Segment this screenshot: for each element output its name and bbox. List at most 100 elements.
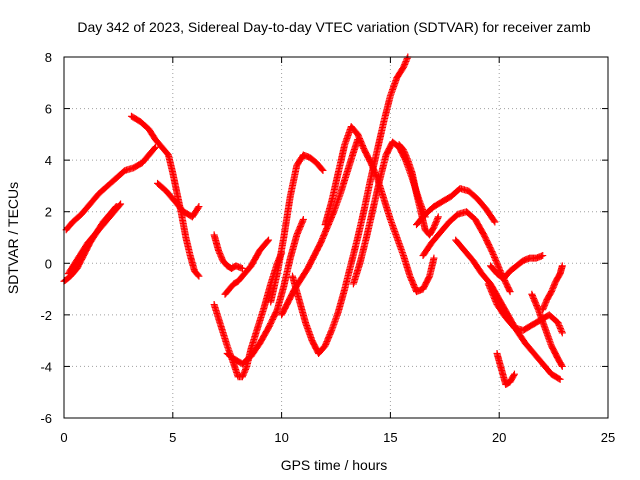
y-tick-label: -2 xyxy=(40,308,52,323)
data-point xyxy=(432,217,440,225)
data-point xyxy=(486,284,494,292)
data-point xyxy=(431,220,439,228)
x-axis-label: GPS time / hours xyxy=(281,457,388,473)
chart-title: Day 342 of 2023, Sidereal Day-to-day VTE… xyxy=(77,19,590,35)
x-tick-label: 15 xyxy=(383,430,397,445)
data-point xyxy=(558,362,566,370)
data-point xyxy=(299,215,307,223)
x-tick-label: 5 xyxy=(169,430,176,445)
data-point xyxy=(400,147,408,155)
series-s15 xyxy=(395,141,442,239)
data-point xyxy=(557,326,565,334)
data-point xyxy=(490,217,498,225)
series-s8 xyxy=(221,236,273,298)
series-s4 xyxy=(127,112,203,280)
series-s2 xyxy=(64,200,125,278)
data-point xyxy=(434,213,442,221)
data-point xyxy=(495,264,503,272)
x-tick-label: 20 xyxy=(492,430,506,445)
series-s23 xyxy=(539,262,566,314)
data-point xyxy=(494,262,502,270)
series-s10 xyxy=(267,151,327,306)
series-s20 xyxy=(486,252,547,283)
data-point xyxy=(551,280,559,288)
data-point xyxy=(401,150,409,158)
data-point xyxy=(548,286,556,294)
data-point xyxy=(402,57,410,65)
data-point xyxy=(150,144,158,152)
data-point xyxy=(238,264,246,272)
data-point xyxy=(550,282,558,290)
series-s3 xyxy=(62,143,159,234)
data-point xyxy=(319,166,327,174)
data-point xyxy=(217,252,225,260)
data-point xyxy=(490,293,498,301)
data-point xyxy=(510,370,518,378)
data-point xyxy=(556,323,564,331)
series-s5 xyxy=(154,179,203,221)
data-point xyxy=(238,373,246,381)
data-point xyxy=(489,290,497,298)
y-axis-label: SDTVAR / TECUs xyxy=(5,182,21,294)
data-point xyxy=(539,304,547,312)
data-point xyxy=(506,288,514,296)
data-point xyxy=(433,216,441,224)
y-tick-label: 2 xyxy=(45,205,52,220)
data-point xyxy=(491,255,499,263)
data-point xyxy=(492,298,500,306)
data-point xyxy=(491,253,499,261)
data-point xyxy=(505,286,513,294)
data-point xyxy=(430,223,438,231)
data-point xyxy=(554,319,562,327)
data-point xyxy=(402,152,410,160)
data-point xyxy=(558,327,566,335)
series-s21 xyxy=(493,350,518,388)
data-point xyxy=(539,306,547,314)
data-point xyxy=(484,280,492,288)
data-point xyxy=(491,296,499,304)
data-point xyxy=(240,368,248,376)
data-point xyxy=(555,375,563,383)
y-tick-label: 4 xyxy=(45,153,52,168)
data-point xyxy=(151,143,159,151)
data-point xyxy=(214,246,222,254)
data-point xyxy=(240,370,248,378)
data-point xyxy=(264,237,272,245)
x-tick-label: 0 xyxy=(60,430,67,445)
data-point xyxy=(431,222,439,230)
data-point xyxy=(399,63,407,71)
data-point xyxy=(489,249,497,257)
data-point xyxy=(496,265,504,273)
x-tick-label: 25 xyxy=(601,430,615,445)
data-point xyxy=(492,256,500,264)
data-point xyxy=(265,236,273,244)
data-point xyxy=(541,301,549,309)
data-point xyxy=(540,303,548,311)
data-point xyxy=(489,292,497,300)
data-point xyxy=(430,254,438,262)
data-point xyxy=(195,203,203,211)
data-point xyxy=(403,56,411,64)
data-point xyxy=(403,54,411,62)
data-point xyxy=(491,295,499,303)
data-point xyxy=(241,367,249,375)
data-point xyxy=(556,324,564,332)
series-s19 xyxy=(484,280,566,337)
data-point xyxy=(542,298,550,306)
series-s9 xyxy=(223,215,307,368)
data-point xyxy=(487,287,495,295)
data-point xyxy=(216,249,224,257)
data-point xyxy=(510,371,518,379)
axis-ticks: 0 5 10 15 20 25 -6 -4 -2 0 2 4 6 8 xyxy=(40,50,615,445)
data-point xyxy=(195,272,203,280)
series-s6 xyxy=(210,231,246,272)
series-s22 xyxy=(528,290,566,370)
data-point xyxy=(242,364,250,372)
data-point xyxy=(117,200,125,208)
data-points xyxy=(60,53,566,388)
data-point xyxy=(549,283,557,291)
series-s13 xyxy=(321,123,438,296)
data-point xyxy=(539,252,547,260)
y-tick-label: 6 xyxy=(45,102,52,117)
